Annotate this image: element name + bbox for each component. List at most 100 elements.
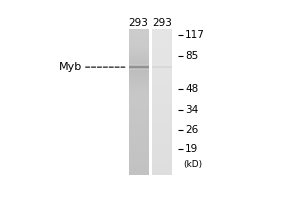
Bar [152,75,172,76]
Bar [129,174,148,175]
Bar [129,88,148,89]
Bar [129,47,148,48]
Bar [152,120,172,121]
Bar [129,60,148,61]
Bar [129,40,148,41]
Bar [129,53,148,54]
Bar [129,170,148,171]
Bar [129,113,148,114]
Bar [129,94,148,95]
Bar [129,117,148,118]
Bar [152,94,172,95]
Text: 26: 26 [185,125,198,135]
Bar [152,65,172,66]
Text: Myb: Myb [58,62,82,72]
Bar [129,43,148,44]
Bar [152,118,172,119]
Bar [152,146,172,147]
Bar [152,139,172,140]
Bar [152,57,172,58]
Bar [152,135,172,136]
Bar [129,45,148,46]
Bar [129,65,148,66]
Bar [152,36,172,37]
Bar [152,71,172,72]
Bar [129,104,148,105]
Bar [152,128,172,129]
Bar [152,90,172,91]
Bar [152,92,172,93]
Bar [129,143,148,144]
Bar [129,85,148,86]
Bar [152,72,172,73]
Bar [152,52,172,53]
Text: 117: 117 [185,30,205,40]
Bar [152,99,172,100]
Bar [152,104,172,105]
Bar [129,172,148,173]
Bar [152,31,172,32]
Bar [129,41,148,42]
Bar [129,149,148,150]
Bar [152,53,172,54]
Bar [129,70,148,71]
Bar [129,131,148,132]
Bar [129,54,148,55]
Bar [152,123,172,124]
Bar [129,122,148,123]
Bar [152,69,172,70]
Bar [152,30,172,31]
Bar [129,50,148,51]
Bar [152,39,172,40]
Bar [152,51,172,52]
Bar [152,159,172,160]
Bar [152,145,172,146]
Bar [152,134,172,135]
Bar [129,120,148,121]
Bar [129,98,148,99]
Bar [152,54,172,55]
Bar [152,114,172,115]
Bar [152,133,172,134]
Bar [152,62,172,63]
Bar [152,107,172,108]
Bar [129,148,148,149]
Bar [129,169,148,170]
Bar [152,125,172,126]
Bar [152,158,172,159]
Bar [152,116,172,117]
Text: 85: 85 [185,51,198,61]
Bar [129,81,148,82]
Bar [129,124,148,125]
Bar [129,67,148,68]
Bar [152,58,172,59]
Bar [152,66,172,67]
Bar [152,137,172,138]
Bar [129,49,148,50]
Bar [152,161,172,162]
Bar [129,78,148,79]
Bar [152,47,172,48]
Bar [129,96,148,97]
Bar [152,151,172,152]
Bar [129,157,148,158]
Bar [152,121,172,122]
Bar [129,34,148,35]
Bar [129,167,148,168]
Bar [129,163,148,164]
Bar [152,85,172,86]
Bar [152,152,172,153]
Bar [129,74,148,75]
Bar [129,121,148,122]
Bar [152,60,172,61]
Bar [129,91,148,92]
Bar [152,32,172,33]
Bar [129,154,148,155]
Bar [129,72,148,73]
Bar [129,161,148,162]
Bar [129,156,148,157]
Bar [129,42,148,43]
Bar [129,136,148,137]
Bar [129,93,148,94]
Bar [152,149,172,150]
